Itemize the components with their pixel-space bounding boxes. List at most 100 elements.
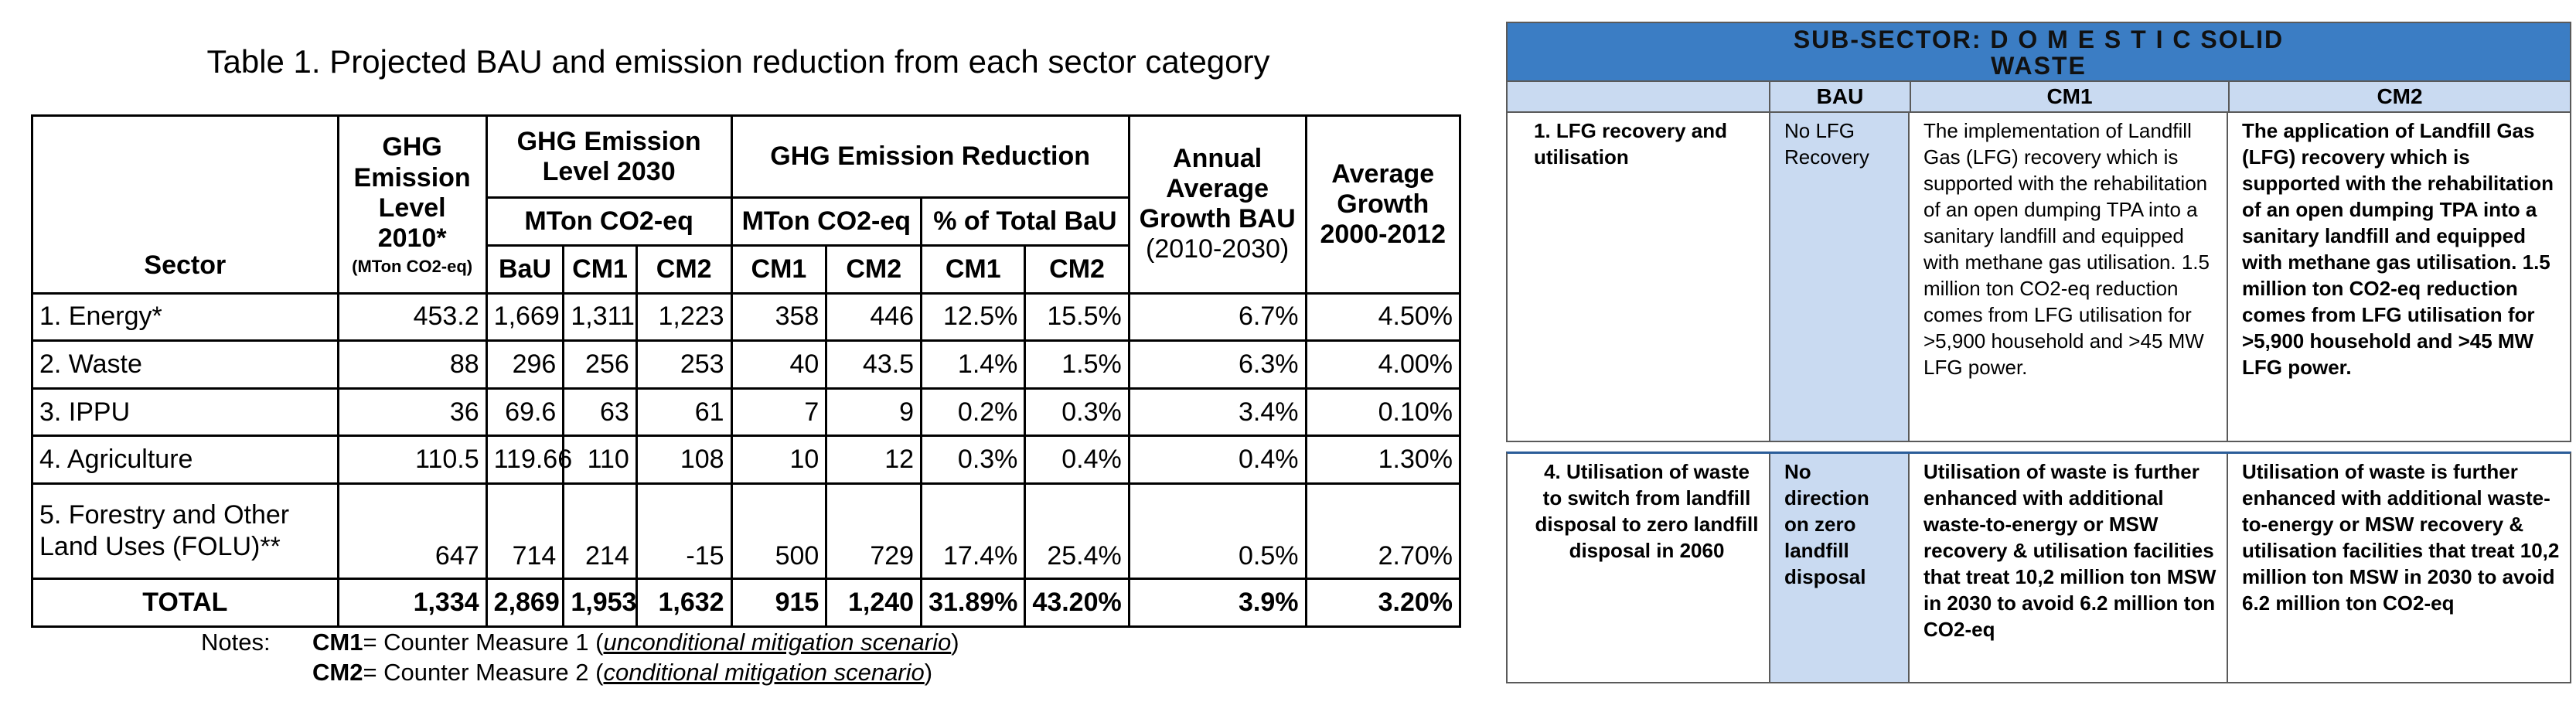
value-cell: 17.4% [920,482,1027,581]
total-cell: 915 [730,578,828,628]
value-cell: 0.3% [1024,387,1130,438]
value-cell: 1,669 [485,291,565,342]
total-cell: 31.89% [920,578,1027,628]
value-cell: 40 [730,339,828,390]
header-cm2: CM2 [825,244,923,295]
value-cell: 647 [336,482,488,581]
value-cell: 296 [485,339,565,390]
value-cell: 1.4% [920,339,1027,390]
value-cell: 9 [825,387,923,438]
header-ghg-2030: GHG Emission Level 2030 [485,114,733,199]
value-cell: 43.5 [825,339,923,390]
header-sector: Sector [31,114,339,295]
table-row: 4. Agriculture 110.5 119.66 110 108 10 1… [31,434,1462,486]
table-notes: Notes: CM1= Counter Measure 1 (unconditio… [201,628,959,688]
value-cell: 12 [825,434,923,486]
header-cm1: CM1 [920,244,1027,295]
value-cell: 4.50% [1304,291,1462,342]
subsector-sector: 4. Utilisation of waste to switch from l… [1535,460,1759,562]
total-label: TOTAL [31,578,339,628]
value-cell: 61 [635,387,733,438]
notes-label: Notes: [201,629,271,656]
value-cell: 453.2 [336,291,488,342]
subsector-row: 1. LFG recovery and utilisation No LFG R… [1506,113,2571,442]
value-cell: -15 [635,482,733,581]
value-cell: 256 [562,339,638,390]
value-cell: 0.4% [1127,434,1307,486]
header-cm2: CM2 [635,244,733,295]
note-cm2: CM2= Counter Measure 2 (conditional miti… [201,658,959,688]
value-cell: 1,223 [635,291,733,342]
value-cell: 0.3% [920,434,1027,486]
value-cell: 15.5% [1024,291,1130,342]
value-cell: 110.5 [336,434,488,486]
header-cm2: CM2 [1024,244,1130,295]
value-cell: 253 [635,339,733,390]
header-cm1: CM1 [730,244,828,295]
total-cell: 3.9% [1127,578,1307,628]
value-cell: 214 [562,482,638,581]
value-cell: 4.00% [1304,339,1462,390]
sector-cell: 1. Energy* [31,291,339,342]
value-cell: 63 [562,387,638,438]
value-cell: 1.5% [1024,339,1130,390]
note-cm1: Notes: CM1= Counter Measure 1 (unconditio… [201,628,959,658]
subsector-table: SUB-SECTOR: D O M E S T I C SOLID WASTE … [1506,22,2576,685]
value-cell: 6.3% [1127,339,1307,390]
subsector-cm1: Utilisation of waste is further enhanced… [1910,454,2228,682]
header-avg-growth: Average Growth 2000-2012 [1304,114,1462,295]
subsector-bau: No LFG Recovery [1769,113,1910,441]
subsector-title: SUB-SECTOR: D O M E S T I C SOLID WASTE [1506,22,2571,82]
note-close: ) [924,658,933,686]
emissions-table: Sector GHG Emission Level 2010* (MTon CO… [31,114,1462,628]
note-key: CM2 [312,658,363,686]
header-ghg-2010: GHG Emission Level 2010* (MTon CO2-eq) [336,114,488,295]
note-text: = Counter Measure 2 ( [363,658,604,686]
value-cell: 0.4% [1024,434,1130,486]
sector-cell: 5. Forestry and Other Land Uses (FOLU)** [31,482,339,581]
subsector-cm2: The application of Landfill Gas (LFG) re… [2242,119,2554,379]
value-cell: 2.70% [1304,482,1462,581]
header-annual-growth: Annual Average Growth BAU (2010-2030) [1127,114,1307,295]
table-row: 5. Forestry and Other Land Uses (FOLU)**… [31,482,1462,581]
header-mton-2030: MTon CO2-eq [485,196,733,247]
note-close: ) [951,629,959,656]
column-bau: BAU [1769,82,1910,111]
value-cell: 0.2% [920,387,1027,438]
total-cell: 1,240 [825,578,923,628]
table-row: 2. Waste 88 296 256 253 40 43.5 1.4% 1.5… [31,339,1462,390]
sector-label: 5. Forestry and Other Land Uses (FOLU)** [39,500,290,562]
value-cell: 88 [336,339,488,390]
subsector-sector: 1. LFG recovery and utilisation [1534,119,1727,169]
value-cell: 6.7% [1127,291,1307,342]
total-cell: 2,869 [485,578,565,628]
column-cm2: CM2 [2228,82,2570,111]
value-cell: 25.4% [1024,482,1130,581]
note-key: CM1 [312,629,363,656]
value-cell: 108 [635,434,733,486]
sector-cell: 4. Agriculture [31,434,339,486]
value-cell: 119.66 [485,434,572,486]
table-row: 3. IPPU 36 69.6 63 61 7 9 0.2% 0.3% 3.4%… [31,387,1462,438]
sector-cell: 2. Waste [31,339,339,390]
value-cell: 12.5% [920,291,1027,342]
sector-cell: 3. IPPU [31,387,339,438]
header-reduction: GHG Emission Reduction [730,114,1130,199]
subsector-cm1: The implementation of Landfill Gas (LFG)… [1910,113,2228,441]
value-cell: 10 [730,434,828,486]
table-row: 1. Energy* 453.2 1,669 1,311 1,223 358 4… [31,291,1462,342]
value-cell: 729 [825,482,923,581]
total-cell: 1,334 [336,578,488,628]
total-cell: 1,632 [635,578,733,628]
value-cell: 0.10% [1304,387,1462,438]
header-pct-total: % of Total BaU [920,196,1130,247]
header-cm1: CM1 [562,244,638,295]
value-cell: 110 [562,434,638,486]
table-caption: Table 1. Projected BAU and emission redu… [206,43,1270,80]
value-cell: 714 [485,482,565,581]
value-cell: 1,311 [562,291,638,342]
value-cell: 358 [730,291,828,342]
note-scenario: unconditional mitigation scenario [603,629,952,656]
header-mton-reduction: MTon CO2-eq [730,196,923,247]
subsector-bau: No direction on zero landfill disposal [1769,454,1910,682]
